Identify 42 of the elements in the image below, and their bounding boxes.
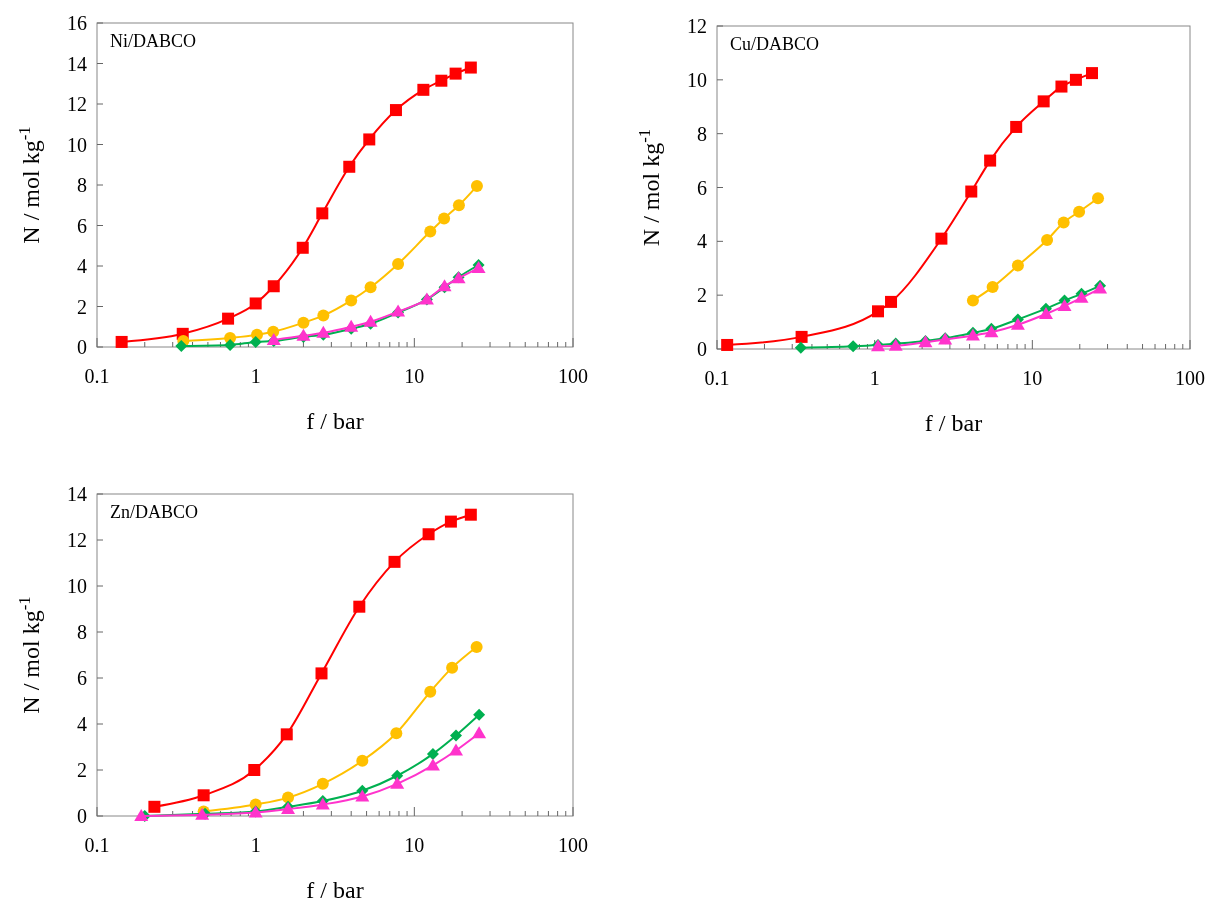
x-axis-title: f / bar (924, 410, 983, 436)
y-tick-label: 8 (77, 174, 87, 196)
y-tick-label: 0 (77, 805, 87, 827)
y-tick-label: 2 (77, 759, 87, 781)
y-tick-label: 14 (67, 52, 87, 75)
x-axis-title: f / bar (306, 877, 364, 902)
y-tick-label: 0 (77, 336, 87, 358)
y-tick-label: 12 (67, 93, 87, 115)
y-tick-label: 10 (67, 575, 87, 597)
x-tick-label: 1 (869, 367, 880, 389)
y-tick-label: 10 (67, 133, 87, 156)
x-tick-label: 1 (250, 365, 261, 387)
x-tick-label: 10 (1022, 367, 1043, 389)
y-tick-label: 12 (687, 15, 707, 37)
x-tick-label: 0.1 (84, 365, 110, 387)
x-tick-label: 0.1 (704, 367, 730, 389)
y-tick-label: 6 (77, 214, 87, 237)
x-tick-label: 10 (404, 365, 425, 387)
x-tick-label: 0.1 (84, 834, 110, 856)
y-tick-label: 8 (697, 122, 707, 145)
x-tick-label: 10 (404, 834, 425, 856)
x-tick-label: 100 (558, 365, 588, 387)
x-tick-label: 100 (1175, 367, 1205, 389)
y-tick-label: 8 (77, 621, 87, 643)
y-tick-label: 16 (67, 12, 87, 34)
y-tick-label: 4 (77, 255, 87, 277)
y-tick-label: 6 (77, 667, 87, 689)
x-axis-title: f / bar (306, 408, 364, 434)
chart-title: Zn/DABCO (110, 502, 199, 522)
text: Cu/DABCO (730, 34, 820, 54)
y-tick-label: 6 (697, 176, 707, 199)
y-tick-label: 14 (67, 483, 87, 505)
y-tick-label: 4 (697, 230, 707, 253)
y-tick-label: 2 (77, 295, 87, 318)
y-tick-label: 10 (687, 68, 707, 91)
y-tick-label: 0 (697, 338, 707, 360)
chart-title: Ni/DABCO (110, 31, 197, 51)
x-tick-label: 100 (558, 834, 588, 856)
y-tick-label: 2 (697, 284, 707, 307)
x-tick-label: 1 (250, 834, 261, 856)
y-tick-label: 4 (77, 713, 87, 735)
y-tick-label: 12 (67, 529, 87, 551)
